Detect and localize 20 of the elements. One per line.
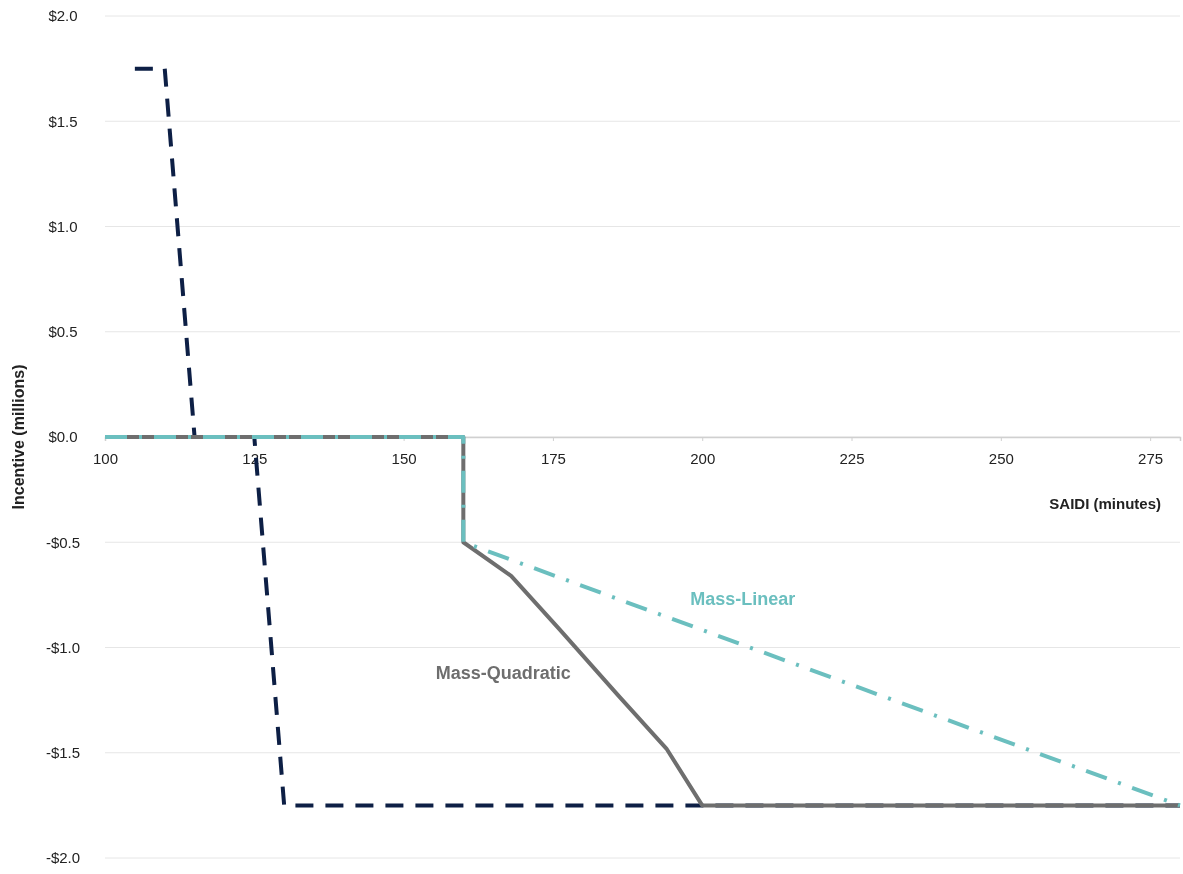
x-tick-label: 225 [839, 449, 865, 467]
y-tick-label: -$2.0 [45, 849, 81, 867]
y-tick-label: $0.0 [48, 428, 78, 446]
y-tick-label: $1.0 [48, 217, 78, 235]
x-tick-label: 150 [391, 449, 417, 467]
series-label: Mass-Linear [690, 588, 796, 609]
x-tick-label: 275 [1138, 449, 1164, 467]
x-tick-label: 175 [540, 449, 566, 467]
series-label: Mass-Quadratic [435, 662, 571, 683]
y-tick-label: $0.5 [48, 323, 78, 341]
x-tick-label: 200 [690, 449, 716, 467]
x-axis-title: SAIDI (minutes) [1049, 495, 1161, 512]
y-axis-title: Incentive (millions) [10, 364, 27, 510]
x-tick-label: 250 [988, 449, 1014, 467]
y-tick-label: -$1.0 [45, 638, 81, 656]
y-tick-label: -$1.5 [45, 744, 81, 762]
y-tick-label: $1.5 [48, 112, 78, 130]
y-tick-label: -$0.5 [45, 533, 81, 551]
y-tick-label: $2.0 [48, 7, 78, 25]
x-tick-label: 100 [92, 449, 119, 467]
